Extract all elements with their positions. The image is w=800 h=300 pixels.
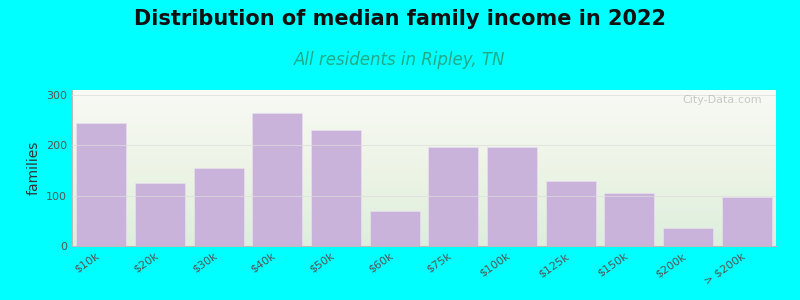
Bar — [429, 147, 478, 246]
Text: Distribution of median family income in 2022: Distribution of median family income in … — [134, 9, 666, 29]
Bar — [311, 130, 361, 246]
Bar — [605, 193, 654, 246]
Bar — [253, 112, 302, 246]
Bar — [370, 211, 419, 246]
Bar — [722, 197, 771, 246]
Bar — [546, 181, 595, 246]
Bar — [487, 147, 537, 246]
Y-axis label: families: families — [26, 141, 41, 195]
Bar — [135, 183, 185, 246]
Text: All residents in Ripley, TN: All residents in Ripley, TN — [294, 51, 506, 69]
Bar — [194, 168, 243, 246]
Bar — [663, 228, 713, 246]
Bar — [77, 123, 126, 246]
Text: City-Data.com: City-Data.com — [682, 95, 762, 105]
